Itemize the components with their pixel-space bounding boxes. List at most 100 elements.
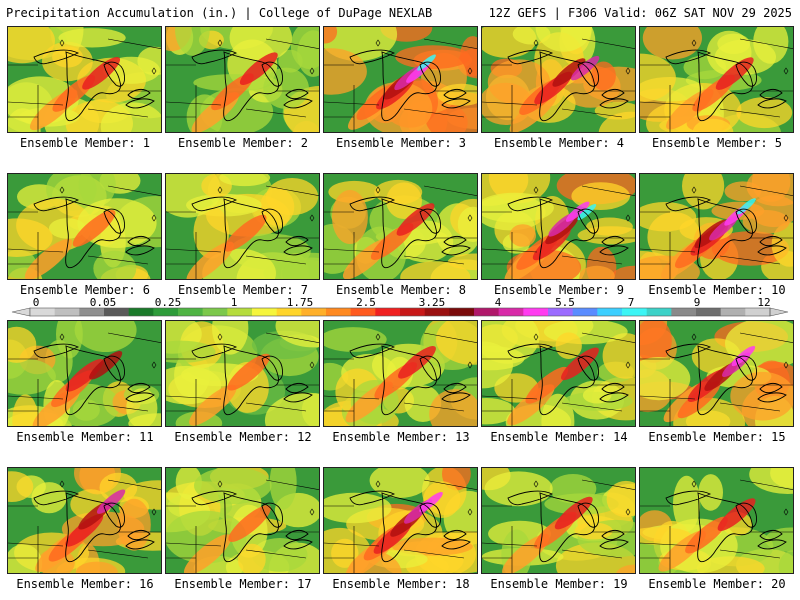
ensemble-member-label: Ensemble Member: 5 — [651, 136, 783, 150]
colorbar-tick-label: 2.5 — [356, 296, 376, 309]
colorbar-swatch — [671, 308, 697, 316]
colorbar-swatch — [646, 308, 672, 316]
colorbar-swatch — [30, 308, 55, 316]
ensemble-member-panel — [165, 320, 320, 427]
ensemble-member-panel — [323, 26, 478, 133]
ensemble-member-panel — [323, 173, 478, 280]
ensemble-member-label: Ensemble Member: 6 — [19, 283, 151, 297]
ensemble-member-panel — [7, 467, 162, 574]
ensemble-member-panel — [639, 467, 794, 574]
run-info: 12Z GEFS | F306 Valid: 06Z SAT NOV 29 20… — [488, 6, 792, 20]
colorbar-tick-label: 5.5 — [555, 296, 575, 309]
ensemble-member-label: Ensemble Member: 2 — [177, 136, 309, 150]
colorbar-swatch — [79, 308, 105, 316]
colorbar-tick-label: 0 — [33, 296, 40, 309]
colorbar-swatch — [153, 308, 179, 316]
ensemble-member-panel — [323, 320, 478, 427]
ensemble-member-label: Ensemble Member: 20 — [648, 577, 786, 591]
precip-map — [324, 174, 477, 279]
ensemble-member-label: Ensemble Member: 9 — [493, 283, 625, 297]
colorbar-swatch — [202, 308, 228, 316]
ensemble-member-panel — [481, 173, 636, 280]
colorbar-swatch — [128, 308, 154, 316]
precip-map — [166, 468, 319, 573]
precip-map — [482, 27, 635, 132]
precip-map — [8, 27, 161, 132]
colorbar-swatch — [745, 308, 771, 316]
colorbar-swatch — [696, 308, 721, 316]
ensemble-member-label: Ensemble Member: 14 — [490, 430, 628, 444]
ensemble-member-panel — [7, 320, 162, 427]
colorbar-tick-label: 3.25 — [419, 296, 446, 309]
colorbar-tick-label: 4 — [495, 296, 502, 309]
precip-map — [8, 468, 161, 573]
precip-map — [482, 321, 635, 426]
colorbar-tick-label: 9 — [694, 296, 701, 309]
precip-map — [640, 174, 793, 279]
colorbar-swatch — [326, 308, 351, 316]
colorbar-swatch — [498, 308, 524, 316]
precip-map — [640, 27, 793, 132]
ensemble-member-label: Ensemble Member: 15 — [648, 430, 786, 444]
precip-colorbar: 0 0.05 0.25 1 1.75 2.5 3.25 4 5.5 7 9 12 — [11, 296, 789, 317]
ensemble-member-panel — [639, 320, 794, 427]
colorbar-swatch — [720, 308, 746, 316]
colorbar-swatch — [178, 308, 203, 316]
precip-map — [482, 468, 635, 573]
precip-map — [166, 174, 319, 279]
ensemble-member-panel — [639, 26, 794, 133]
ensemble-member-panel — [481, 467, 636, 574]
precip-map — [324, 27, 477, 132]
colorbar-swatch — [301, 308, 327, 316]
colorbar-swatch — [227, 308, 253, 316]
ensemble-member-panel — [165, 173, 320, 280]
colorbar-swatch — [54, 308, 80, 316]
ensemble-member-label: Ensemble Member: 4 — [493, 136, 625, 150]
precip-map — [640, 321, 793, 426]
colorbar-swatch — [523, 308, 549, 316]
colorbar-swatch — [276, 308, 302, 316]
precip-map — [8, 321, 161, 426]
colorbar-tick-label: 0.05 — [90, 296, 117, 309]
ensemble-member-label: Ensemble Member: 17 — [174, 577, 312, 591]
ensemble-member-label: Ensemble Member: 11 — [16, 430, 154, 444]
ensemble-member-label: Ensemble Member: 16 — [16, 577, 154, 591]
colorbar-max-arrow — [769, 307, 789, 317]
ensemble-member-panel — [7, 26, 162, 133]
ensemble-member-label: Ensemble Member: 1 — [19, 136, 151, 150]
precip-map — [324, 321, 477, 426]
colorbar-min-arrow — [11, 307, 31, 317]
ensemble-member-label: Ensemble Member: 3 — [335, 136, 467, 150]
colorbar-tick-label: 1.75 — [287, 296, 314, 309]
ensemble-member-label: Ensemble Member: 8 — [335, 283, 467, 297]
ensemble-member-panel — [323, 467, 478, 574]
colorbar-swatch — [474, 308, 499, 316]
ensemble-member-panel — [481, 320, 636, 427]
map-title: Precipitation Accumulation (in.) | Colle… — [6, 6, 433, 20]
precip-map — [482, 174, 635, 279]
colorbar-swatch — [424, 308, 450, 316]
ensemble-member-label: Ensemble Member: 7 — [177, 283, 309, 297]
precip-map — [324, 468, 477, 573]
ensemble-member-label: Ensemble Member: 18 — [332, 577, 470, 591]
ensemble-member-label: Ensemble Member: 10 — [648, 283, 786, 297]
colorbar-swatch — [622, 308, 647, 316]
colorbar-tick-label: 0.25 — [155, 296, 182, 309]
ensemble-member-panel — [165, 467, 320, 574]
precip-map — [640, 468, 793, 573]
ensemble-member-panel — [7, 173, 162, 280]
colorbar-tick-label: 12 — [757, 296, 770, 309]
colorbar-swatch — [400, 308, 425, 316]
colorbar-tick-label: 7 — [628, 296, 635, 309]
ensemble-member-panel — [481, 26, 636, 133]
colorbar-swatch — [350, 308, 376, 316]
colorbar-swatch — [252, 308, 277, 316]
colorbar-tick-label: 1 — [231, 296, 238, 309]
ensemble-member-label: Ensemble Member: 12 — [174, 430, 312, 444]
colorbar-swatch — [375, 308, 401, 316]
colorbar-swatch — [548, 308, 573, 316]
colorbar-swatch — [104, 308, 129, 316]
ensemble-member-label: Ensemble Member: 13 — [332, 430, 470, 444]
colorbar-swatch — [597, 308, 623, 316]
colorbar-swatch — [572, 308, 598, 316]
